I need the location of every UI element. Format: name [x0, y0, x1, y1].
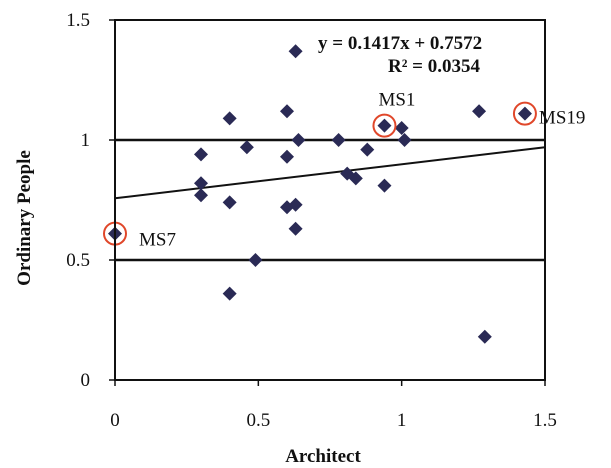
data-point	[248, 253, 263, 267]
y-tick-label: 1	[81, 130, 91, 151]
data-point	[291, 133, 306, 147]
plot-area-frame	[114, 19, 546, 381]
x-tick-label: 0.5	[246, 410, 270, 431]
x-tick-label: 1.5	[533, 410, 557, 431]
data-point	[280, 149, 294, 164]
data-point	[394, 121, 409, 135]
trendline-equation: y = 0.1417x + 0.7572	[318, 33, 482, 54]
reference-lines	[115, 138, 545, 262]
data-point	[517, 106, 532, 121]
data-point	[194, 188, 208, 203]
x-tick-label: 1	[397, 410, 407, 431]
highlight-ring	[372, 113, 397, 138]
data-point	[331, 133, 346, 147]
data-point	[194, 147, 208, 162]
data-point	[477, 329, 492, 344]
y-axis-label: Ordinary People	[14, 150, 35, 286]
y-tick-label: 0	[81, 370, 91, 391]
data-point	[288, 221, 303, 236]
x-axis-label: Architect	[285, 446, 361, 467]
data-point	[288, 44, 303, 59]
data-point	[288, 197, 303, 212]
data-point	[280, 104, 294, 119]
x-tick-label: 0	[110, 410, 120, 431]
y-tick-label: 0.5	[66, 250, 90, 271]
highlight-ring	[512, 101, 537, 126]
data-point	[222, 195, 237, 210]
data-point	[472, 104, 487, 119]
data-point	[377, 118, 392, 133]
data-point	[239, 140, 254, 155]
data-point	[194, 176, 208, 191]
point-label: MS1	[378, 90, 415, 111]
axis-ticks: 0 0.5 1 1.5 0 0.5 1 1.5	[66, 10, 557, 431]
trendline-group	[114, 146, 546, 200]
data-point	[222, 286, 237, 301]
data-point	[348, 171, 363, 186]
point-label: MS7	[139, 230, 176, 251]
r-squared-label: R² = 0.0354	[388, 56, 480, 77]
data-points	[108, 44, 532, 344]
data-point	[222, 111, 237, 126]
point-labels: MS7 MS1 MS19	[139, 90, 585, 251]
data-point	[397, 133, 412, 147]
data-point	[360, 142, 375, 157]
point-label: MS19	[539, 108, 585, 129]
data-point	[377, 178, 392, 193]
y-tick-label: 1.5	[66, 10, 90, 31]
trendline	[114, 146, 546, 200]
